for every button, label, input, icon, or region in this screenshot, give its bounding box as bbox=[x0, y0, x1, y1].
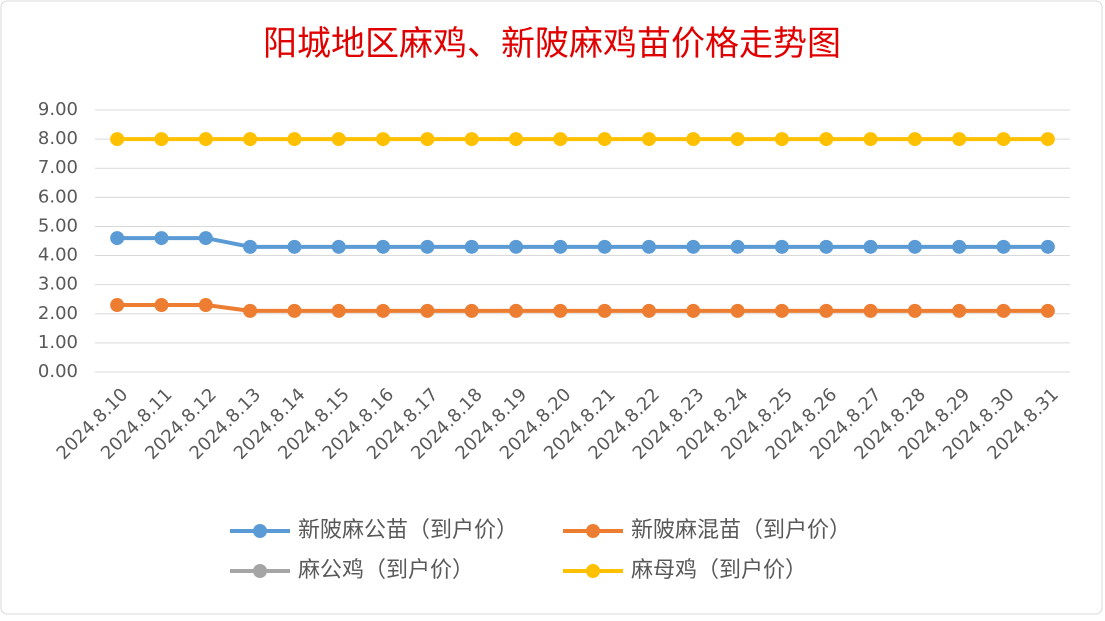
data-point bbox=[952, 132, 967, 147]
legend-label: 新陂麻混苗（到户价） bbox=[631, 518, 851, 543]
data-point bbox=[774, 132, 789, 147]
data-point bbox=[243, 239, 258, 254]
data-point bbox=[1040, 239, 1055, 254]
data-point bbox=[110, 298, 125, 313]
series-line bbox=[117, 236, 1048, 249]
legend-label: 麻母鸡（到户价） bbox=[631, 558, 807, 583]
data-point bbox=[996, 132, 1011, 147]
y-tick-label: 0.00 bbox=[38, 361, 78, 382]
data-point bbox=[198, 231, 213, 246]
data-point bbox=[376, 303, 391, 318]
legend-label: 新陂麻公苗（到户价） bbox=[298, 518, 518, 543]
data-point bbox=[198, 132, 213, 147]
data-point bbox=[287, 239, 302, 254]
data-point bbox=[420, 303, 435, 318]
data-point bbox=[952, 239, 967, 254]
y-tick-label: 9.00 bbox=[38, 99, 78, 120]
data-point bbox=[553, 132, 568, 147]
data-point bbox=[819, 132, 834, 147]
data-point bbox=[509, 132, 524, 147]
data-point bbox=[420, 239, 435, 254]
series-line bbox=[117, 303, 1048, 313]
legend-marker bbox=[586, 524, 600, 538]
data-point bbox=[110, 231, 125, 246]
y-tick-label: 7.00 bbox=[38, 157, 78, 178]
y-tick-label: 6.00 bbox=[38, 186, 78, 207]
data-point bbox=[907, 132, 922, 147]
data-point bbox=[597, 303, 612, 318]
data-point bbox=[996, 239, 1011, 254]
data-point bbox=[863, 303, 878, 318]
data-point bbox=[907, 239, 922, 254]
data-point bbox=[420, 132, 435, 147]
data-point bbox=[243, 132, 258, 147]
chart-title: 阳城地区麻鸡、新陂麻鸡苗价格走势图 bbox=[263, 24, 841, 64]
data-point bbox=[287, 132, 302, 147]
data-point bbox=[686, 132, 701, 147]
data-point bbox=[730, 239, 745, 254]
data-point bbox=[686, 303, 701, 318]
y-tick-label: 1.00 bbox=[38, 332, 78, 353]
data-point bbox=[331, 303, 346, 318]
data-point bbox=[243, 303, 258, 318]
data-point bbox=[819, 239, 834, 254]
data-point bbox=[287, 303, 302, 318]
legend-marker bbox=[253, 524, 267, 538]
data-point bbox=[154, 298, 169, 313]
data-point bbox=[641, 303, 656, 318]
y-tick-label: 2.00 bbox=[38, 303, 78, 324]
data-point bbox=[774, 239, 789, 254]
data-point bbox=[464, 239, 479, 254]
data-point bbox=[996, 303, 1011, 318]
data-point bbox=[464, 132, 479, 147]
data-point bbox=[774, 303, 789, 318]
data-point bbox=[198, 298, 213, 313]
data-point bbox=[110, 132, 125, 147]
data-point bbox=[730, 303, 745, 318]
data-point bbox=[464, 303, 479, 318]
data-point bbox=[154, 231, 169, 246]
data-point bbox=[553, 303, 568, 318]
data-point bbox=[509, 239, 524, 254]
data-point bbox=[376, 239, 391, 254]
data-point bbox=[863, 239, 878, 254]
legend-marker bbox=[253, 564, 267, 578]
data-point bbox=[641, 132, 656, 147]
legend-label: 麻公鸡（到户价） bbox=[298, 558, 474, 583]
data-point bbox=[952, 303, 967, 318]
data-point bbox=[331, 132, 346, 147]
data-point bbox=[863, 132, 878, 147]
data-point bbox=[641, 239, 656, 254]
data-point bbox=[597, 132, 612, 147]
data-point bbox=[509, 303, 524, 318]
data-point bbox=[907, 303, 922, 318]
data-point bbox=[553, 239, 568, 254]
data-point bbox=[597, 239, 612, 254]
data-point bbox=[154, 132, 169, 147]
data-point bbox=[730, 132, 745, 147]
data-point bbox=[331, 239, 346, 254]
data-point bbox=[376, 132, 391, 147]
y-tick-label: 5.00 bbox=[38, 215, 78, 236]
y-tick-label: 3.00 bbox=[38, 274, 78, 295]
data-point bbox=[686, 239, 701, 254]
y-tick-label: 4.00 bbox=[38, 245, 78, 266]
data-point bbox=[1040, 132, 1055, 147]
legend-marker bbox=[586, 564, 600, 578]
data-point bbox=[1040, 303, 1055, 318]
y-tick-label: 8.00 bbox=[38, 128, 78, 149]
data-point bbox=[819, 303, 834, 318]
